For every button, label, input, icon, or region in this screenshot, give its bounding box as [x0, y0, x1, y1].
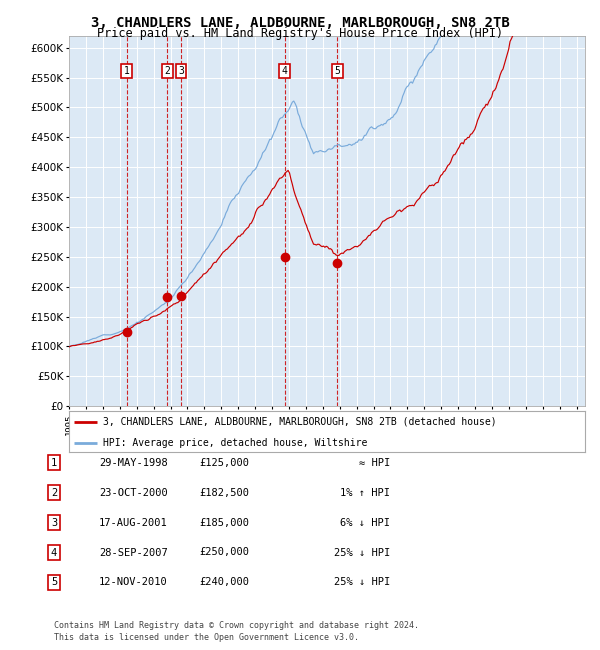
Text: HPI: Average price, detached house, Wiltshire: HPI: Average price, detached house, Wilt…: [103, 438, 367, 448]
Text: This data is licensed under the Open Government Licence v3.0.: This data is licensed under the Open Gov…: [54, 632, 359, 642]
Text: 1: 1: [124, 66, 130, 76]
Text: 23-OCT-2000: 23-OCT-2000: [99, 488, 168, 498]
Text: £250,000: £250,000: [199, 547, 249, 558]
Text: 25% ↓ HPI: 25% ↓ HPI: [334, 577, 390, 588]
Text: £182,500: £182,500: [199, 488, 249, 498]
Text: 6% ↓ HPI: 6% ↓ HPI: [340, 517, 390, 528]
Text: ≈ HPI: ≈ HPI: [359, 458, 390, 468]
Text: 3: 3: [178, 66, 184, 76]
Text: 28-SEP-2007: 28-SEP-2007: [99, 547, 168, 558]
Text: Contains HM Land Registry data © Crown copyright and database right 2024.: Contains HM Land Registry data © Crown c…: [54, 621, 419, 630]
Text: £240,000: £240,000: [199, 577, 249, 588]
Text: 4: 4: [51, 547, 57, 558]
Text: £185,000: £185,000: [199, 517, 249, 528]
Text: 2: 2: [51, 488, 57, 498]
Text: 4: 4: [281, 66, 287, 76]
Text: 1: 1: [51, 458, 57, 468]
Text: 29-MAY-1998: 29-MAY-1998: [99, 458, 168, 468]
Text: 17-AUG-2001: 17-AUG-2001: [99, 517, 168, 528]
Text: 12-NOV-2010: 12-NOV-2010: [99, 577, 168, 588]
Text: 1% ↑ HPI: 1% ↑ HPI: [340, 488, 390, 498]
Text: 3, CHANDLERS LANE, ALDBOURNE, MARLBOROUGH, SN8 2TB: 3, CHANDLERS LANE, ALDBOURNE, MARLBOROUG…: [91, 16, 509, 31]
Text: 5: 5: [51, 577, 57, 588]
Text: Price paid vs. HM Land Registry's House Price Index (HPI): Price paid vs. HM Land Registry's House …: [97, 27, 503, 40]
Text: 5: 5: [334, 66, 340, 76]
Text: 2: 2: [164, 66, 170, 76]
Text: 3, CHANDLERS LANE, ALDBOURNE, MARLBOROUGH, SN8 2TB (detached house): 3, CHANDLERS LANE, ALDBOURNE, MARLBOROUG…: [103, 417, 496, 426]
Text: 3: 3: [51, 517, 57, 528]
Text: 25% ↓ HPI: 25% ↓ HPI: [334, 547, 390, 558]
Text: £125,000: £125,000: [199, 458, 249, 468]
